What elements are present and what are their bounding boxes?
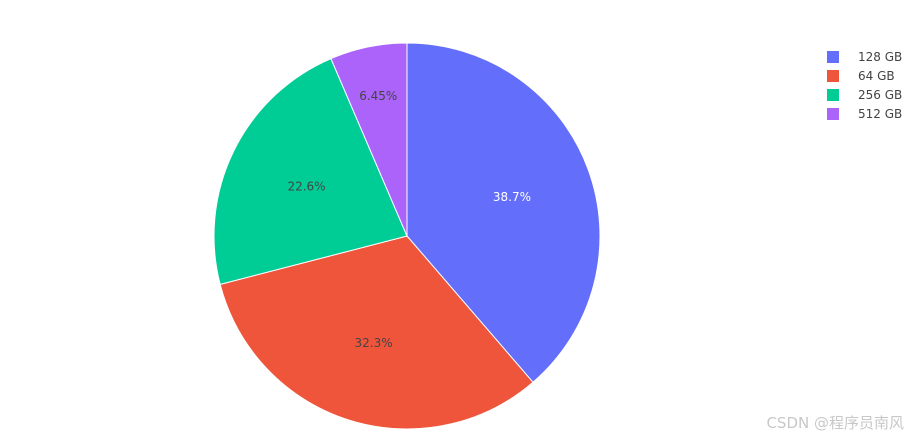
- legend-swatch: [827, 51, 839, 63]
- legend-swatch: [827, 89, 839, 101]
- pie-slice-128-gb[interactable]: [406, 42, 601, 383]
- legend-swatch: [827, 70, 839, 82]
- watermark: CSDN @程序员南风: [766, 414, 904, 432]
- legend-item-256-gb[interactable]: 256 GB: [827, 88, 902, 102]
- pie-slice-512-gb[interactable]: [330, 42, 408, 237]
- legend-item-64-gb[interactable]: 64 GB: [827, 69, 895, 83]
- pie-slices: [213, 42, 601, 430]
- legend-label: 128 GB: [858, 50, 902, 64]
- legend-label: 512 GB: [858, 107, 902, 121]
- legend-item-128-gb[interactable]: 128 GB: [827, 50, 902, 64]
- slice-percent-label: 32.3%: [355, 336, 393, 350]
- slice-percent-label: 6.45%: [359, 89, 397, 103]
- slice-percent-label: 22.6%: [287, 180, 325, 194]
- legend-item-512-gb[interactable]: 512 GB: [827, 107, 902, 121]
- legend-label: 256 GB: [858, 88, 902, 102]
- slice-percent-label: 38.7%: [493, 190, 531, 204]
- legend-swatch: [827, 108, 839, 120]
- pie-slice-256-gb[interactable]: [213, 57, 408, 286]
- legend-label: 64 GB: [858, 69, 895, 83]
- pie-slice-64-gb[interactable]: [219, 235, 534, 430]
- pie-slice-labels: 38.7% 32.3% 22.6% 6.45%: [287, 89, 531, 350]
- legend: 128 GB 64 GB 256 GB 512 GB: [827, 50, 902, 121]
